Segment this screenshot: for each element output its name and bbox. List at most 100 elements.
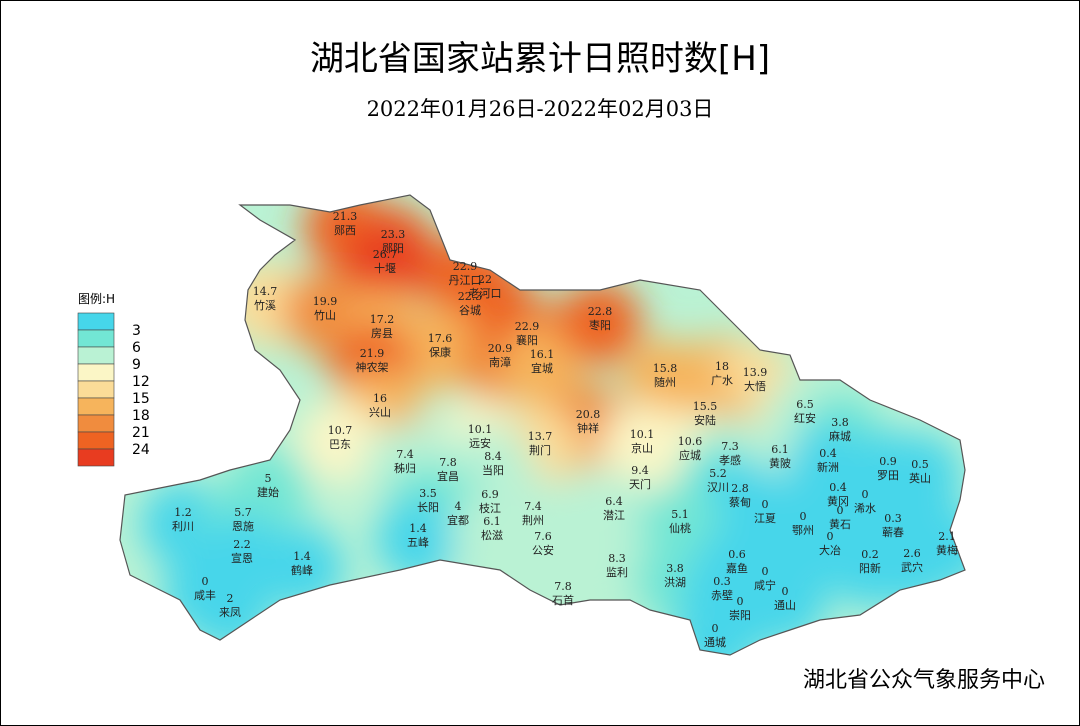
station-name: 郧西	[334, 224, 356, 237]
station-name: 武穴	[901, 560, 923, 574]
station-value: 7.6	[534, 530, 552, 543]
station-value: 0	[712, 622, 719, 635]
station-name: 广水	[711, 374, 733, 387]
station-value: 19.9	[313, 295, 338, 308]
title: 湖北省国家站累计日照时数[H]	[310, 39, 770, 79]
station-name: 谷城	[459, 304, 481, 317]
station-name: 秭归	[394, 461, 416, 475]
legend-label: 6	[132, 340, 141, 356]
legend-swatch	[77, 431, 115, 450]
station-value: 18	[715, 360, 729, 373]
station-name: 黄冈	[827, 494, 849, 508]
shade	[298, 400, 382, 484]
station-name: 黄石	[829, 517, 851, 531]
station-value: 22.9	[515, 320, 540, 333]
station-value: 15.8	[653, 362, 678, 375]
station-name: 宜都	[447, 513, 469, 527]
station-name: 宜城	[531, 361, 553, 375]
station-name: 洪湖	[664, 575, 686, 589]
station-name: 红安	[794, 411, 816, 425]
station-name: 钟祥	[577, 421, 599, 435]
station-name: 黄梅	[936, 543, 958, 557]
station-value: 26.7	[373, 248, 398, 261]
station-name: 荆州	[522, 514, 544, 527]
station-value: 8.4	[484, 450, 502, 463]
station-name: 浠水	[854, 501, 876, 515]
shade	[743, 561, 827, 645]
station-name: 赤壁	[711, 588, 733, 602]
station-name: 枝江	[479, 501, 501, 515]
station-name: 应城	[679, 448, 701, 462]
station-name: 宣恩	[231, 551, 253, 565]
station-name: 石首	[552, 593, 574, 607]
station-value: 0	[837, 504, 844, 517]
station-value: 6.4	[605, 495, 623, 508]
station-value: 0	[202, 575, 209, 588]
station-name: 竹溪	[254, 298, 276, 312]
shade	[500, 324, 584, 408]
legend-label: 3	[132, 323, 141, 339]
station-name: 鹤峰	[291, 563, 313, 577]
station-value: 5.1	[671, 508, 689, 521]
station-value: 8.3	[608, 552, 626, 565]
station-name: 来凤	[219, 606, 241, 619]
station-name: 长阳	[417, 501, 439, 514]
legend-label: 15	[132, 391, 150, 407]
legend-swatch	[77, 346, 115, 365]
station-name: 荆门	[529, 443, 551, 457]
station-value: 6.5	[796, 398, 814, 411]
station-name: 老河口	[469, 287, 502, 300]
station-value: 21.3	[333, 210, 358, 223]
station-value: 1.2	[174, 506, 192, 519]
station-name: 汉川	[707, 481, 729, 494]
station-name: 新洲	[817, 460, 839, 474]
station-name: 利川	[172, 520, 194, 533]
subtitle: 2022年01月26日-2022年02月03日	[367, 97, 714, 121]
station-name: 崇阳	[729, 609, 751, 622]
station-name: 十堰	[374, 261, 396, 275]
station-name: 天门	[629, 477, 651, 491]
station-value: 7.8	[554, 580, 572, 593]
station-value: 0.3	[884, 512, 902, 525]
station-value: 9.4	[631, 464, 649, 477]
station-value: 3.8	[666, 562, 684, 575]
station-value: 14.7	[253, 285, 278, 298]
station-value: 0	[827, 530, 834, 543]
station-value: 17.2	[370, 313, 395, 326]
station-value: 10.6	[678, 435, 703, 448]
station-name: 枣阳	[589, 319, 611, 332]
station-value: 13.7	[528, 430, 553, 443]
station-value: 0.4	[829, 481, 847, 494]
station-name: 仙桃	[669, 521, 691, 535]
station-value: 2.2	[233, 538, 251, 551]
station-value: 1.4	[293, 550, 311, 563]
station-name: 通山	[774, 599, 796, 612]
station-name: 黄陂	[769, 456, 791, 470]
station-name: 通城	[704, 636, 726, 649]
station-value: 6.1	[483, 515, 501, 528]
station-name: 麻城	[829, 429, 851, 443]
legend-swatch	[77, 312, 115, 331]
shade	[905, 506, 965, 590]
station-name: 潜江	[603, 508, 625, 522]
station-value: 0.9	[879, 455, 897, 468]
station-name: 巴东	[329, 438, 351, 451]
station-name: 房县	[371, 327, 393, 340]
shade	[558, 281, 642, 365]
station-name: 随州	[654, 375, 676, 389]
station-name: 大冶	[819, 543, 841, 557]
station-value: 0	[762, 498, 769, 511]
station-value: 7.8	[439, 456, 457, 469]
station-value: 16	[373, 392, 387, 405]
station-name: 宜昌	[437, 469, 459, 483]
station-value: 2.1	[938, 530, 956, 543]
legend-swatch	[77, 414, 115, 433]
station-name: 大悟	[744, 379, 766, 393]
station-value: 0	[800, 510, 807, 523]
station-name: 郧阳	[382, 242, 404, 255]
station-value: 7.4	[524, 500, 542, 513]
station-name: 襄阳	[516, 333, 538, 347]
station-name: 五峰	[407, 536, 429, 549]
station-value: 2	[227, 592, 234, 605]
station-name: 远安	[469, 436, 491, 450]
